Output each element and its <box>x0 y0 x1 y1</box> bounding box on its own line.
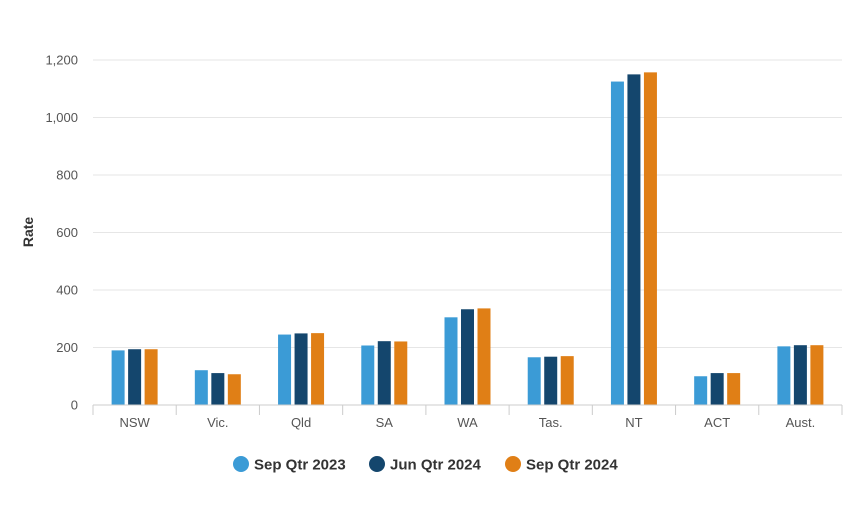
bar <box>627 74 641 406</box>
bar <box>394 341 408 405</box>
bar <box>111 350 125 406</box>
bar <box>710 373 724 405</box>
y-tick-label: 400 <box>56 283 78 298</box>
x-tick-label: SA <box>376 415 394 430</box>
bar <box>527 357 541 405</box>
x-tick-label: NT <box>625 415 642 430</box>
bars <box>111 72 824 406</box>
legend-swatch <box>233 456 249 472</box>
legend-label: Sep Qtr 2023 <box>254 457 346 474</box>
bar <box>194 370 208 405</box>
gridlines <box>93 59 842 348</box>
bar <box>311 333 325 406</box>
bar <box>544 356 558 405</box>
bar <box>477 308 491 405</box>
x-tick-label: Vic. <box>207 415 228 430</box>
bar <box>227 374 241 405</box>
bar <box>694 376 708 405</box>
x-tick-label: WA <box>457 415 478 430</box>
x-axis: NSW Vic. Qld SA WA Tas. NT ACT Aust. <box>92 404 843 430</box>
bar <box>278 334 292 405</box>
bar <box>810 345 824 405</box>
bar <box>727 373 741 405</box>
bar <box>643 72 657 406</box>
x-tick-label: Tas. <box>539 415 563 430</box>
legend: Sep Qtr 2023 Jun Qtr 2024 Sep Qtr 2024 <box>233 456 618 474</box>
bar <box>361 345 375 405</box>
y-tick-label: 1,000 <box>45 110 78 125</box>
x-tick-label: Aust. <box>786 415 816 430</box>
bar <box>560 356 574 406</box>
y-tick-label: 1,200 <box>45 53 78 68</box>
bar <box>294 333 308 405</box>
legend-item: Sep Qtr 2024 <box>505 456 618 474</box>
y-axis-label: Rate <box>20 217 36 248</box>
legend-swatch <box>505 456 521 472</box>
legend-item: Sep Qtr 2023 <box>233 456 346 474</box>
y-tick-label: 600 <box>56 225 78 240</box>
bar <box>444 317 458 405</box>
x-tick-label: ACT <box>704 415 730 430</box>
bar <box>777 346 791 405</box>
bar <box>610 81 624 405</box>
legend-label: Jun Qtr 2024 <box>390 457 482 474</box>
bar <box>211 373 225 405</box>
y-tick-label: 200 <box>56 340 78 355</box>
legend-label: Sep Qtr 2024 <box>526 457 618 474</box>
x-tick-label: NSW <box>119 415 150 430</box>
x-tick-label: Qld <box>291 415 311 430</box>
legend-swatch <box>369 456 385 472</box>
bar <box>461 309 474 405</box>
bar <box>793 345 807 405</box>
y-tick-label: 800 <box>56 168 78 183</box>
y-tick-label: 0 <box>71 398 78 413</box>
legend-item: Jun Qtr 2024 <box>369 456 482 474</box>
bar <box>128 349 142 405</box>
y-axis: 0 200 400 600 800 1,000 1,200 <box>45 53 78 413</box>
bar <box>144 349 158 405</box>
bar <box>377 341 391 405</box>
